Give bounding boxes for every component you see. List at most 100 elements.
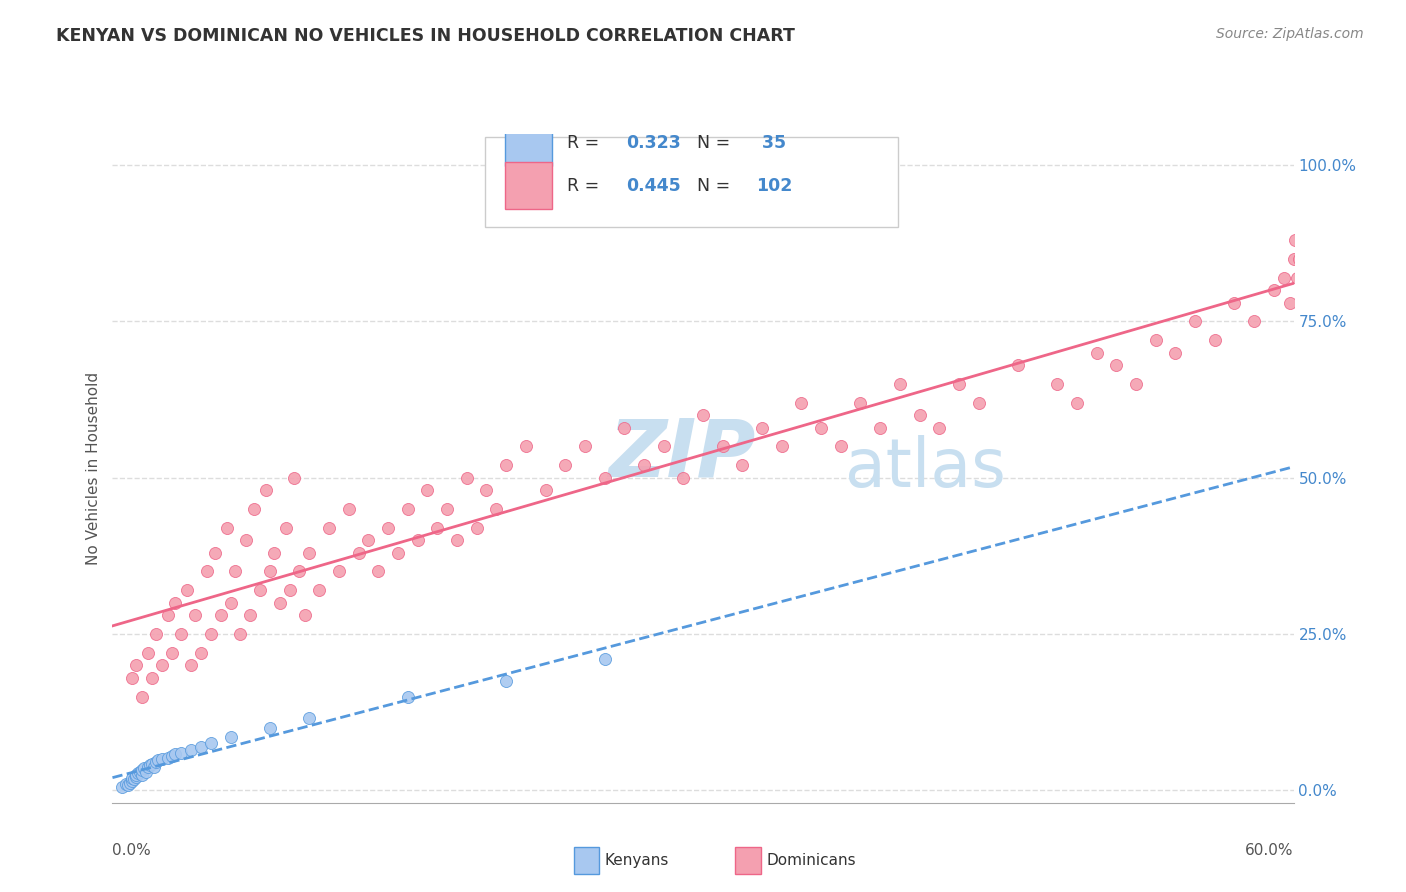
Point [165,747,187,761]
Point [554,458,576,472]
Point [1292,233,1315,247]
Text: KENYAN VS DOMINICAN NO VEHICLES IN HOUSEHOLD CORRELATION CHART: KENYAN VS DOMINICAN NO VEHICLES IN HOUSE… [56,27,796,45]
Point [308,583,330,598]
Point [117,778,139,792]
Point [751,420,773,434]
Point [136,759,159,773]
Point [125,767,148,781]
Text: 0.323: 0.323 [626,134,681,152]
Y-axis label: No Vehicles in Household: No Vehicles in Household [86,372,101,565]
Point [367,565,389,579]
Text: ZIP: ZIP [609,416,756,494]
Text: N =: N = [697,134,735,152]
Point [136,646,159,660]
Point [215,521,238,535]
Point [1282,252,1305,266]
Text: 35: 35 [756,134,786,152]
Point [652,439,675,453]
Point [1286,270,1309,285]
Point [274,521,297,535]
Point [377,521,399,535]
Point [1288,252,1310,266]
Point [135,764,157,779]
Point [1278,295,1301,310]
Point [967,395,990,409]
Point [830,439,852,453]
Point [122,772,145,786]
Point [150,658,173,673]
Text: Dominicans: Dominicans [766,854,856,868]
Point [1066,395,1088,409]
Point [1223,295,1246,310]
Point [139,758,162,772]
Point [131,690,153,704]
Point [908,408,931,422]
Point [176,583,198,598]
Point [574,439,596,453]
Point [170,746,193,760]
Point [465,521,488,535]
Point [495,673,517,688]
Point [337,502,360,516]
Point [396,690,419,704]
Point [475,483,498,498]
Point [1007,358,1029,372]
Point [283,471,305,485]
Point [426,521,449,535]
Point [396,502,419,516]
Point [328,565,350,579]
Point [224,565,246,579]
Point [692,408,714,422]
Point [209,608,232,623]
Point [259,721,281,735]
Point [731,458,754,472]
Point [141,757,163,772]
FancyBboxPatch shape [505,162,551,209]
Point [142,759,165,773]
Text: Source: ZipAtlas.com: Source: ZipAtlas.com [1216,27,1364,41]
Point [120,776,142,790]
Point [711,439,734,453]
Text: R =: R = [567,177,605,194]
Point [278,583,301,598]
Point [160,646,183,660]
Point [436,502,458,516]
Point [184,608,207,623]
FancyBboxPatch shape [505,120,551,167]
Point [810,420,832,434]
Point [294,608,316,623]
Point [129,764,152,779]
Point [1284,233,1306,247]
Point [790,395,813,409]
Point [515,439,537,453]
Point [254,483,277,498]
Point [243,502,266,516]
Point [446,533,468,548]
Point [456,471,478,485]
Point [229,627,252,641]
Point [249,583,271,598]
Point [150,752,173,766]
Point [263,546,285,560]
Text: 0.445: 0.445 [626,177,681,194]
Point [1125,376,1147,391]
Point [160,748,183,763]
Point [156,608,179,623]
Point [170,627,193,641]
Point [180,658,202,673]
Point [1204,333,1226,347]
Point [485,502,508,516]
Point [115,777,138,791]
Point [593,652,616,666]
Point [1085,345,1108,359]
Text: Kenyans: Kenyans [605,854,669,868]
Text: atlas: atlas [845,435,1005,501]
Point [298,711,321,725]
Point [1243,314,1265,328]
Point [132,761,155,775]
Point [416,483,439,498]
Point [156,751,179,765]
Point [165,596,187,610]
Point [219,596,242,610]
Point [269,596,291,610]
